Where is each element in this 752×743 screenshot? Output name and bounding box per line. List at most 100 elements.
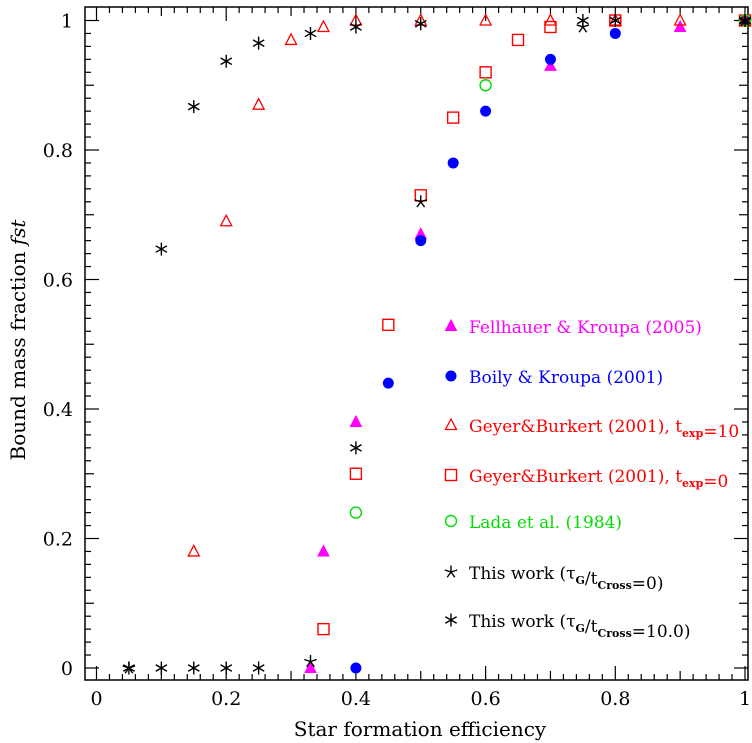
data-point: [252, 36, 265, 50]
data-point: [511, 33, 525, 47]
legend-label: Geyer&Burkert (2001), texp=10: [469, 417, 739, 442]
legend-label: Fellhauer & Kroupa (2005): [469, 318, 702, 338]
data-point: [350, 662, 362, 674]
legend-marker: [444, 318, 458, 331]
data-point: [576, 13, 589, 28]
data-point: [155, 242, 168, 256]
data-point: [252, 661, 265, 675]
y-tick-label: 0.6: [43, 270, 73, 292]
y-tick-label: 0.2: [43, 529, 73, 551]
data-point: [349, 414, 363, 427]
legend-label-text: This work (τ: [469, 564, 576, 584]
series-4: [349, 14, 752, 519]
data-point: [187, 544, 201, 557]
legend-label: Boily & Kroupa (2001): [469, 368, 663, 388]
data-point: [220, 54, 233, 68]
x-tick-labels: 0 0.2 0.4 0.6 0.8 1: [90, 688, 751, 710]
y-axis-label-main: Bound mass fraction: [6, 251, 30, 460]
x-tick-label: 0: [90, 688, 102, 710]
legend-item-2: Geyer&Burkert (2001), texp=10: [444, 417, 739, 442]
data-point: [187, 100, 200, 114]
data-point: [122, 661, 135, 675]
x-tick-label: 0.4: [341, 688, 371, 710]
data-point: [220, 661, 233, 675]
data-point: [544, 53, 556, 65]
y-tick-label: 0.4: [43, 399, 73, 421]
legend-label-subscript: G: [576, 622, 585, 635]
legend-label-text: Geyer&Burkert (2001), t: [469, 417, 682, 437]
data-point: [479, 66, 492, 79]
legend-marker: [445, 613, 457, 627]
data-point: [544, 20, 557, 34]
data-point: [480, 105, 492, 117]
legend-marker: [444, 417, 458, 431]
legend-label-text: Fellhauer & Kroupa (2005): [469, 318, 702, 338]
legend-label-subscript: G: [576, 574, 585, 587]
axis-ticks: [85, 7, 748, 680]
legend: Fellhauer & Kroupa (2005) Boily & Kroupa …: [444, 318, 739, 642]
data-point: [219, 213, 233, 227]
data-point: [447, 157, 459, 169]
data-point: [304, 655, 317, 668]
data-point: [609, 14, 622, 27]
data-point: [349, 20, 362, 34]
legend-label-text: Boily & Kroupa (2001): [469, 368, 663, 388]
legend-item-0: Fellhauer & Kroupa (2005): [444, 318, 702, 338]
data-point: [543, 13, 558, 26]
legend-item-6: This work (τG/tCross=10.0): [445, 612, 691, 642]
plot-frame: [84, 6, 749, 681]
legend-marker: [444, 468, 458, 482]
legend-label-subscript: Cross: [597, 579, 631, 592]
data-point: [252, 97, 266, 110]
legend-label-text: Lada et al. (1984): [469, 513, 622, 533]
legend-item-1: Boily & Kroupa (2001): [445, 368, 663, 388]
x-tick-label: 0.6: [470, 688, 500, 710]
data-point: [155, 661, 168, 675]
data-point: [304, 26, 317, 40]
data-point: [414, 195, 428, 208]
data-point: [673, 19, 687, 32]
legend-label-text: /t: [585, 569, 598, 589]
legend-label: This work (τG/tCross=10.0): [469, 612, 691, 642]
legend-marker: [445, 370, 457, 382]
legend-label-text: =10: [703, 422, 739, 442]
data-point: [479, 13, 493, 26]
data-point: [304, 660, 317, 673]
data-point: [317, 622, 330, 636]
series-6: [122, 13, 751, 675]
legend-label: This work (τG/tCross=0): [469, 564, 663, 594]
data-point: [415, 235, 427, 247]
data-point: [414, 17, 427, 31]
data-point: [349, 441, 362, 455]
data-point: [739, 14, 751, 27]
legend-item-4: Lada et al. (1984): [444, 513, 622, 533]
legend-label: Lada et al. (1984): [469, 513, 622, 533]
data-point: [446, 111, 460, 124]
data-point: [349, 467, 363, 480]
legend-item-5: This work (τG/tCross=0): [444, 564, 663, 594]
y-tick-label: 1: [61, 11, 73, 33]
y-tick-label: 0: [61, 658, 73, 680]
x-axis-label: Star formation efficiency: [294, 717, 547, 741]
legend-label-text: =0): [632, 574, 664, 594]
legend-label-text: This work (τ: [469, 612, 576, 632]
x-tick-label: 0.2: [211, 688, 241, 710]
data-point: [316, 19, 331, 33]
legend-marker: [444, 514, 458, 528]
legend-label-text: =0: [703, 472, 728, 492]
data-points: [122, 13, 752, 675]
legend-label-text: Geyer&Burkert (2001), t: [469, 467, 682, 487]
y-tick-label: 0.8: [43, 140, 73, 162]
data-point: [382, 377, 394, 389]
y-axis-label-italic: fst: [6, 219, 30, 248]
x-tick-label: 1: [739, 688, 751, 710]
data-point: [479, 79, 492, 92]
y-axis-label: Bound mass fraction fst: [6, 219, 30, 461]
data-point: [349, 506, 363, 519]
data-point: [187, 661, 200, 675]
data-point: [609, 27, 621, 39]
legend-label-subscript: exp: [682, 477, 704, 490]
legend-label-subscript: Cross: [597, 627, 631, 640]
data-point: [382, 318, 395, 332]
